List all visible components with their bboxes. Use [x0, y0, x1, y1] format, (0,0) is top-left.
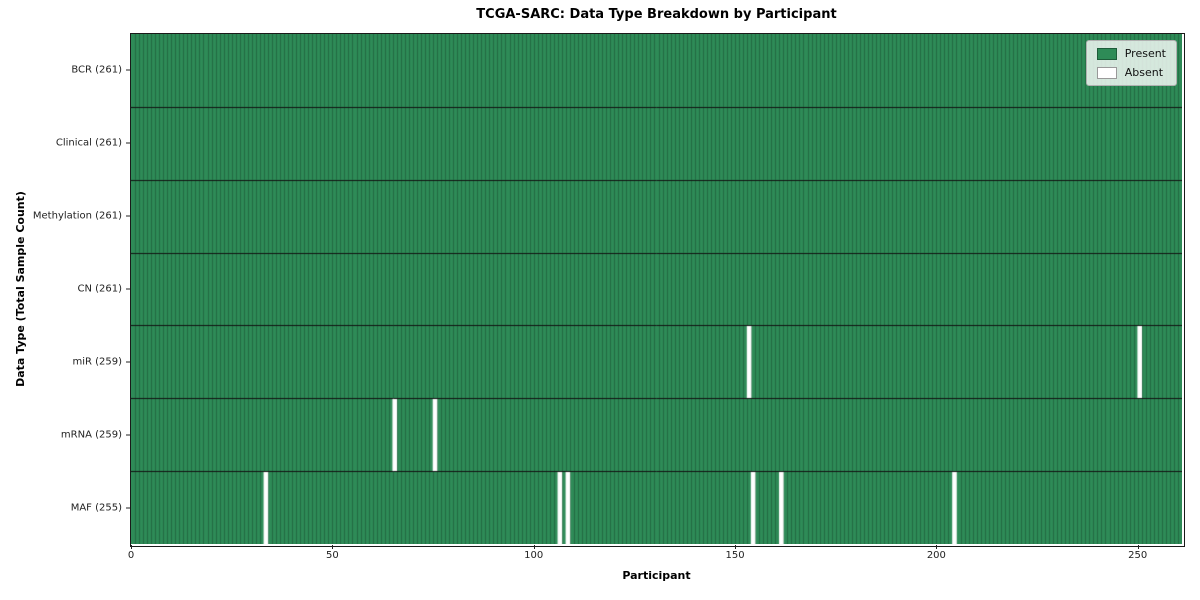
- legend-label-absent: Absent: [1124, 66, 1164, 79]
- y-tick-mark: [126, 288, 130, 290]
- y-tick-mark: [126, 215, 130, 217]
- x-tick-mark: [131, 545, 132, 549]
- x-tick-mark: [332, 545, 334, 549]
- y-tick-mark: [126, 69, 130, 71]
- legend-swatch-absent-icon: [1096, 66, 1117, 79]
- y-tick-mark: [126, 361, 130, 363]
- x-tick-label: 100: [524, 550, 544, 561]
- y-tick-mark: [126, 507, 130, 509]
- x-tick-mark: [533, 545, 535, 549]
- y-tick-label: BCR (261): [71, 64, 122, 76]
- y-tick-label: mRNA (259): [60, 429, 122, 441]
- y-tick-label: Methylation (261): [32, 210, 122, 222]
- x-axis-title: Participant: [622, 569, 691, 582]
- y-tick-label: CN (261): [77, 283, 122, 295]
- y-tick-mark: [126, 434, 130, 436]
- x-tick-label: 0: [127, 550, 135, 561]
- y-tick-mark: [126, 142, 130, 144]
- x-tick-label: 200: [926, 550, 946, 561]
- x-tick-label: 50: [325, 550, 339, 561]
- heatmap-canvas: [131, 34, 1182, 544]
- x-tick-mark: [936, 545, 938, 549]
- x-tick-mark: [735, 545, 737, 549]
- legend: Present Absent: [1085, 40, 1177, 86]
- legend-swatch-present-icon: [1096, 47, 1117, 60]
- y-tick-label: MAF (255): [70, 502, 122, 514]
- legend-item-present: Present: [1096, 47, 1166, 60]
- x-tick-label: 150: [725, 550, 745, 561]
- legend-label-present: Present: [1124, 47, 1166, 60]
- y-tick-label: Clinical (261): [55, 137, 122, 149]
- chart-title: TCGA-SARC: Data Type Breakdown by Partic…: [476, 7, 837, 22]
- plot-area: Present Absent: [130, 33, 1185, 547]
- x-tick-label: 250: [1128, 550, 1148, 561]
- legend-item-absent: Absent: [1096, 66, 1166, 79]
- y-tick-label: miR (259): [72, 356, 122, 368]
- x-tick-mark: [1137, 545, 1139, 549]
